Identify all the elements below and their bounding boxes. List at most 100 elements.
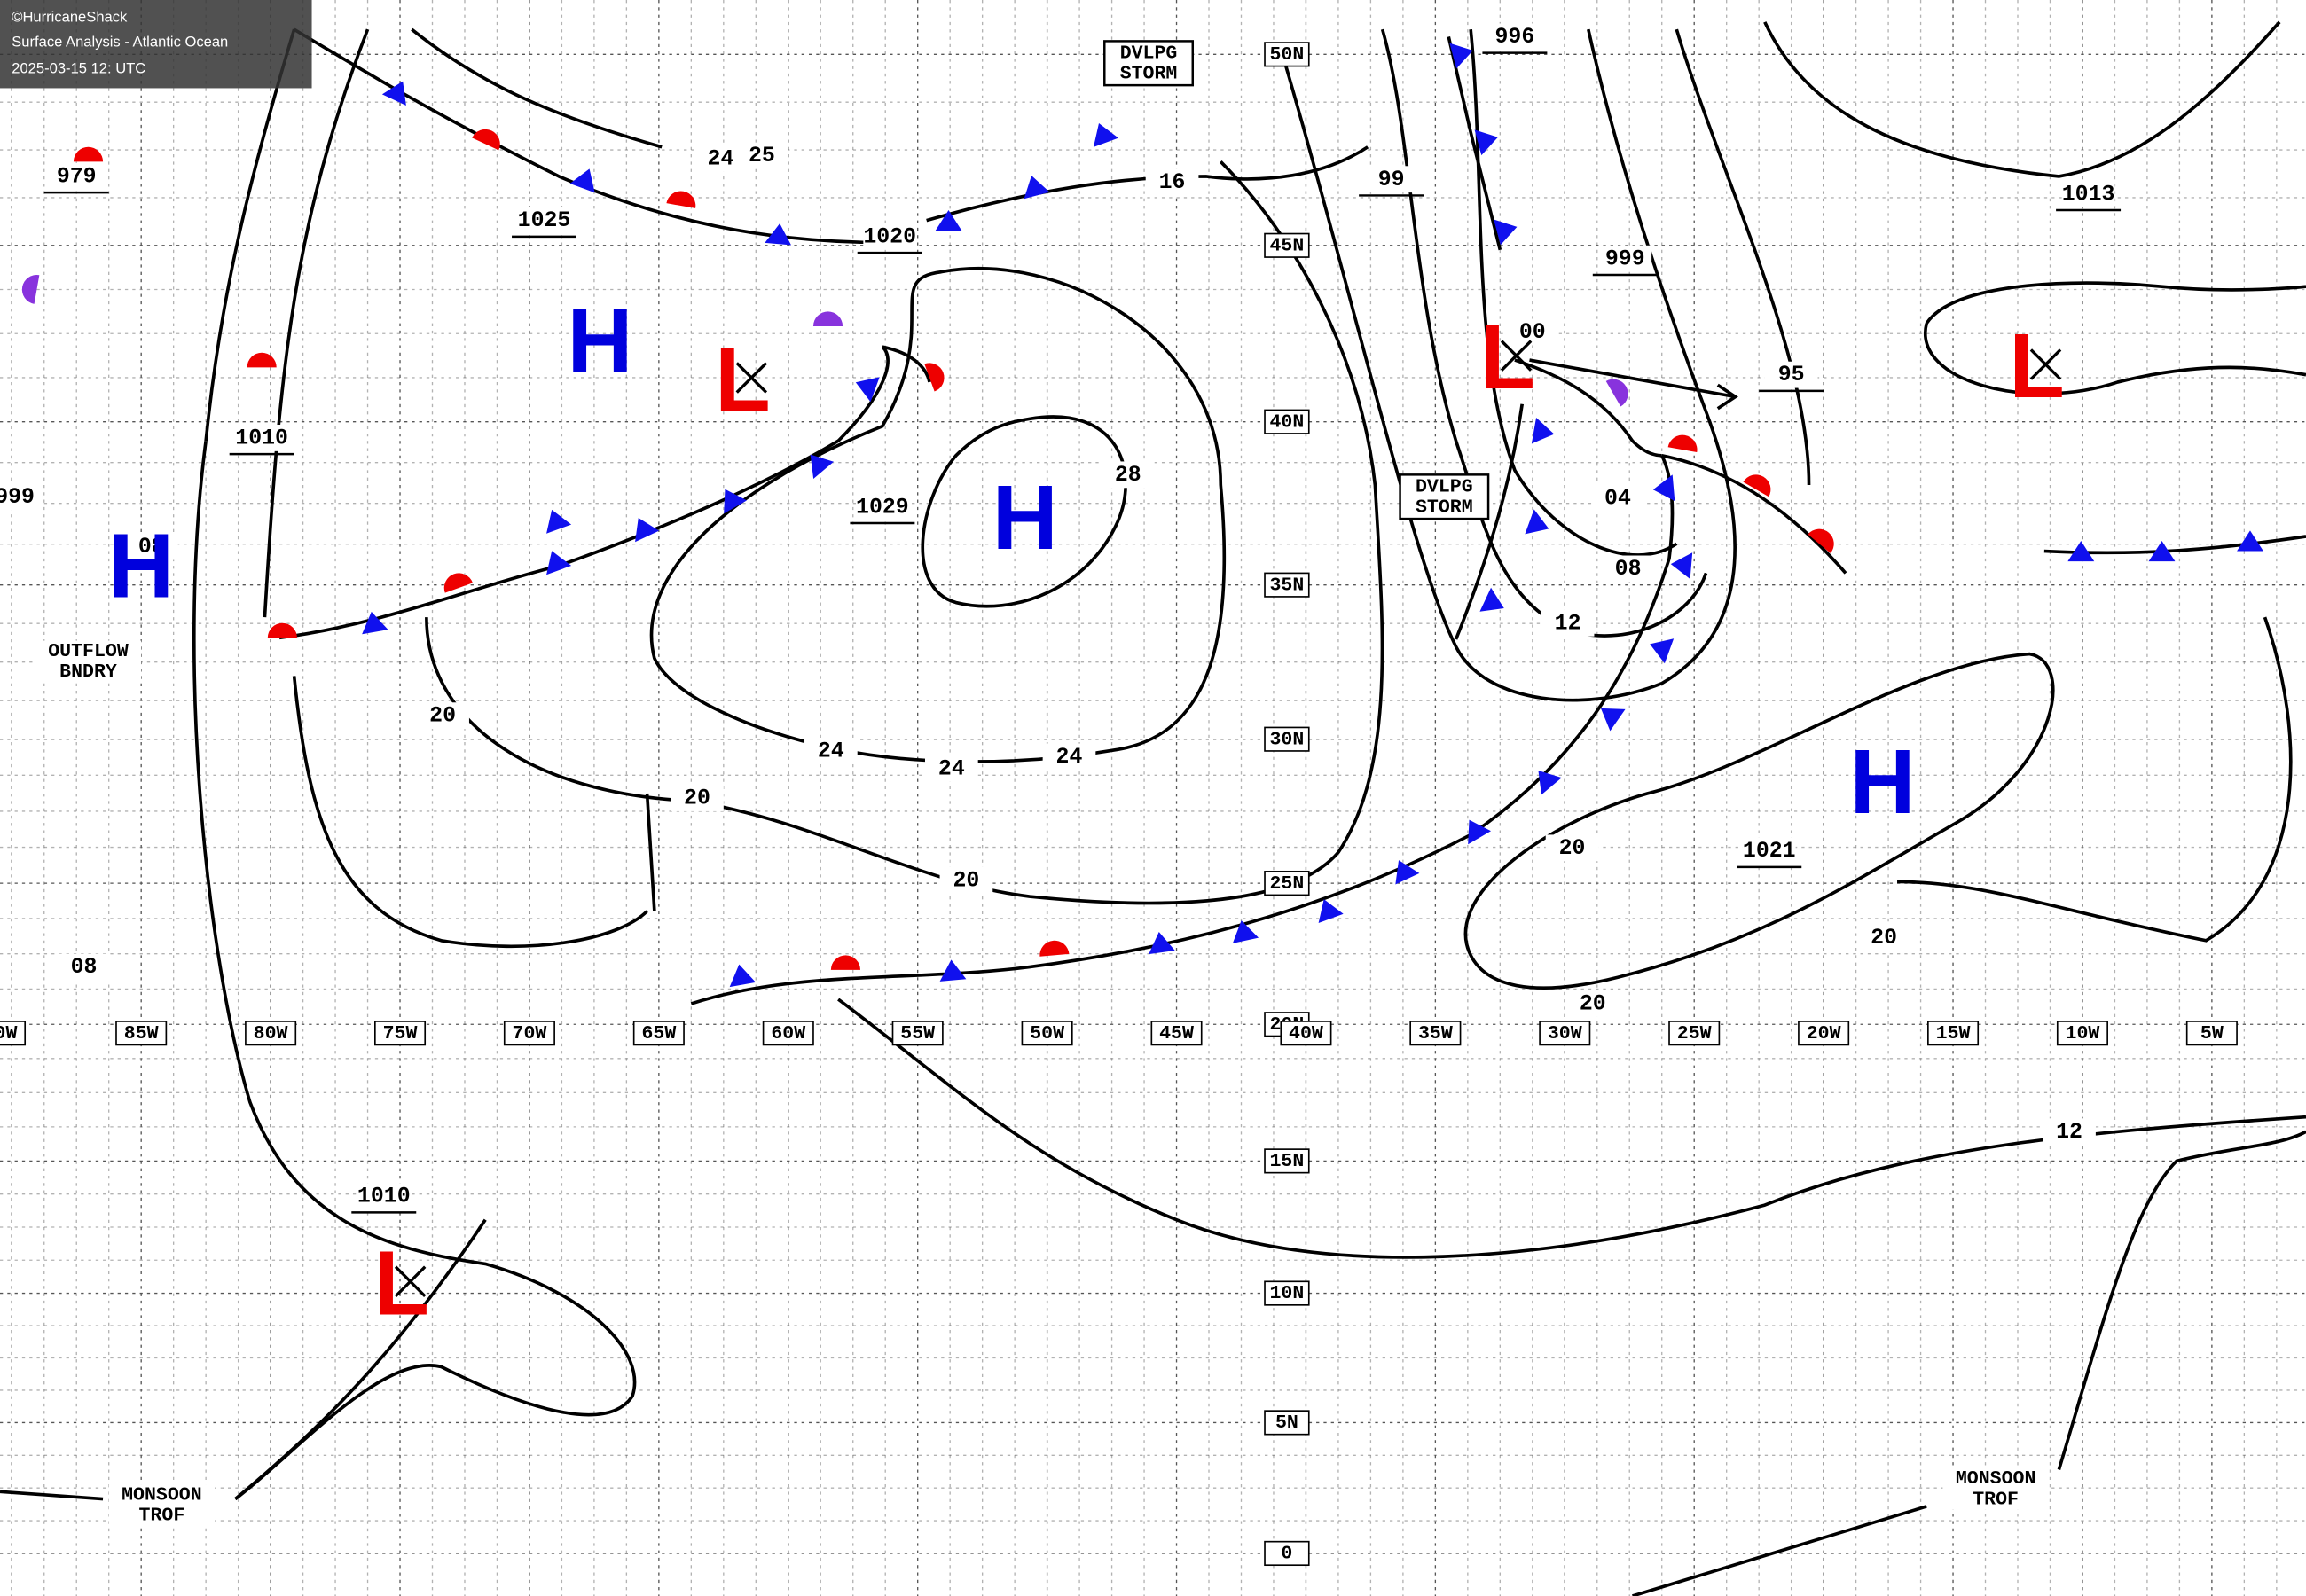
label-box [1264,1148,1310,1174]
occluded-front [1514,358,1662,458]
label-bg [804,738,858,764]
longitude-label: 65W [641,1023,676,1044]
label-bg [735,142,788,169]
label-bg [1101,461,1155,489]
label-bg [1565,990,1620,1017]
isobars [0,20,2306,1596]
pressure-label: 99 [1378,168,1405,192]
warm-front [882,345,931,383]
isobar [1675,28,1811,485]
pressure-label: 04 [1604,486,1631,511]
label-box [2056,1021,2108,1046]
isobar [292,676,656,949]
front-semicircle [443,573,473,593]
cold-front-triangle [1525,509,1549,535]
cold-front-triangle [381,81,406,106]
cold-front-triangle [546,509,572,534]
pressure-label: 24 [818,739,844,764]
label-box [1264,1540,1310,1567]
longitude-label: 25W [1677,1023,1712,1044]
cold-front-triangle [1538,770,1562,795]
cold-front-triangle [1652,474,1675,502]
pressure-label: 999 [1605,246,1645,271]
feature-label: MONSOON [1956,1468,2036,1490]
isobar [1469,28,1678,557]
label-bg [1042,743,1096,771]
cold-front [1454,403,1525,640]
front-semicircle [666,191,696,208]
label-box [1264,572,1310,598]
front-semicircle [1039,940,1070,957]
latitude-label: 35N [1269,575,1304,596]
cold-front-triangle [855,377,880,403]
header-timestamp: 2025-03-15 12: UTC [12,59,145,76]
cold-front-triangle [1318,899,1344,924]
label-box [1264,871,1310,896]
latitude-label: 40N [1269,411,1304,433]
pressure-label: 25 [749,144,775,168]
longitude-label: 50W [1030,1023,1064,1044]
cold-front-triangle [724,489,748,514]
header-panel [0,0,312,89]
pressure-label: 28 [1115,463,1141,488]
cold-front-triangle [1650,638,1675,664]
cold-front-triangle [635,517,660,543]
pressure-label: 20 [684,786,710,811]
high-pressure-center: H [108,515,174,617]
label-box [503,1021,555,1046]
longitude-label: 80W [254,1023,288,1044]
latitude-label: 10N [1269,1283,1304,1304]
label-bg [1857,924,1910,951]
label-bg [235,425,288,451]
cold-front-triangle [2237,530,2263,552]
low-pressure-center: L [2009,315,2065,417]
longitude-label: 20W [1807,1023,1841,1044]
longitude-label: 75W [383,1023,418,1044]
label-bg [357,1183,411,1210]
header-handle: ©HurricaneShack [12,8,128,25]
pressure-label: 08 [1615,557,1642,582]
cold-front-triangle [1670,552,1693,579]
isobar [1763,21,2059,178]
cold-front-triangle [1149,932,1175,955]
label-bg [1545,834,1599,862]
label-box [1668,1021,1721,1046]
label-box [632,1021,685,1046]
label-box [1150,1021,1203,1046]
label-box [1539,1021,1591,1046]
label-box [1264,1280,1310,1306]
pressure-label: 1020 [863,224,916,249]
pressure-label: 20 [953,868,979,893]
cold-front-triangle [729,964,757,988]
longitude-label: 85W [124,1023,159,1044]
label-box [1264,1410,1310,1436]
pressure-label: 999 [0,485,35,510]
front-semicircle [267,622,297,638]
pressure-label: 12 [2056,1120,2082,1145]
label-box [1264,232,1310,258]
low-pressure-center: L [715,328,771,430]
label-bg [1488,23,1541,51]
high-pressure-center: H [567,290,632,392]
longitude-label: 90W [0,1023,17,1044]
pressure-label: 20 [1559,836,1586,861]
label-box [2185,1021,2238,1046]
feature-label: DVLPG [1416,476,1473,497]
cold-front-triangle [765,223,792,246]
latitude-label: 25N [1269,873,1304,895]
cold-front [690,454,1675,1005]
label-bg [517,207,571,234]
cold-front-triangle [1474,129,1498,156]
isobar [837,998,2306,1259]
longitude-label: 5W [2200,1023,2224,1044]
label-bg [1601,555,1655,583]
label-bg [863,223,917,250]
label-box [115,1021,168,1046]
cold-front-triangle [1232,920,1259,943]
label-bg [1742,837,1796,864]
front-symbols [21,43,2263,988]
longitude-label: 55W [900,1023,935,1044]
high-pressure-center: H [1849,731,1915,833]
